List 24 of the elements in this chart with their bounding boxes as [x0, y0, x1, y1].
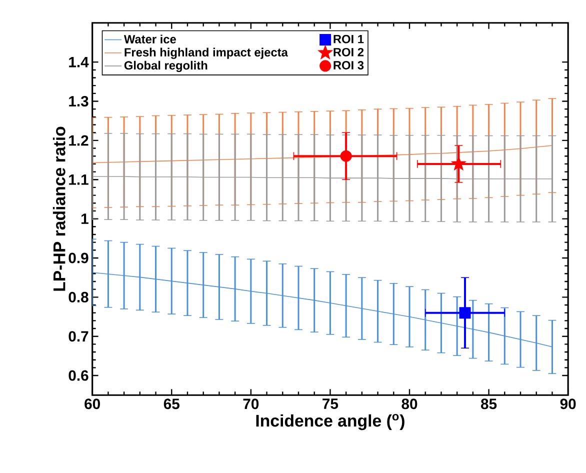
y-tick-label: 0.9	[68, 252, 88, 264]
legend-label: Global regolith	[124, 61, 208, 72]
x-tick-label: 60	[84, 398, 100, 410]
x-tick-label: 90	[560, 398, 576, 410]
y-tick-label: 1.2	[69, 135, 88, 146]
legend-label: Fresh highland impact ejecta	[124, 48, 288, 60]
y-tick-label: 1.1	[69, 174, 88, 185]
legend-label: ROI 1	[334, 34, 364, 44]
x-tick-label: 85	[480, 398, 497, 410]
y-tick-label: 0.7	[68, 331, 88, 342]
y-tick-label: 1	[81, 214, 88, 224]
y-tick-label: 0.8	[68, 292, 88, 303]
x-tick-label: 75	[322, 398, 338, 410]
x-tick-label: 80	[402, 398, 418, 410]
x-tick-label: 65	[164, 398, 180, 410]
legend-label: Water ice	[124, 34, 176, 44]
y-tick-label: 0.6	[68, 370, 88, 381]
x-axis-title: Incidence angle ($^{o}$)	[256, 414, 404, 430]
legend-label: ROI 2	[334, 48, 364, 56]
y-axis-title: LP-HP radiance ratio	[52, 126, 66, 291]
legend-label: ROI 3	[334, 61, 364, 70]
y-tick-label: 1.4	[69, 57, 89, 68]
y-tick-label: 1.3	[69, 96, 88, 107]
x-tick-label: 70	[243, 398, 259, 410]
